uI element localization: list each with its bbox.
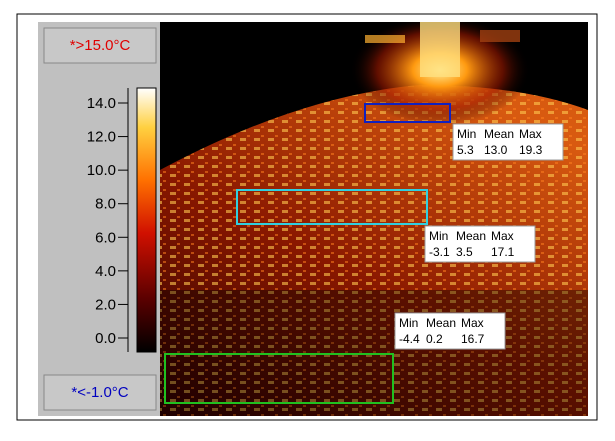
stats-header: Max xyxy=(461,316,484,330)
thermal-image xyxy=(160,15,588,416)
tick-label: 6.0 xyxy=(95,229,116,246)
stats-header: Min xyxy=(399,316,418,330)
stats-header: Mean xyxy=(426,316,456,330)
colorbar xyxy=(137,88,156,352)
stats-header: Mean xyxy=(484,127,514,141)
stats-header: Min xyxy=(457,127,476,141)
tick-label: 4.0 xyxy=(95,263,116,280)
max-label: *>15.0°C xyxy=(70,37,131,54)
min-label: *<-1.0°C xyxy=(71,384,128,401)
stats-value: 16.7 xyxy=(461,332,485,346)
page: {"scale": {"max_label": "*>15.0°C", "min… xyxy=(0,0,615,436)
stats-header: Max xyxy=(491,229,514,243)
stats-value: -4.4 xyxy=(399,332,420,346)
stats-value: 0.2 xyxy=(426,332,443,346)
tick-label: 8.0 xyxy=(95,196,116,213)
stats-header: Max xyxy=(519,127,542,141)
stats-value: 19.3 xyxy=(519,143,543,157)
stats-value: 3.5 xyxy=(456,245,473,259)
stats-value: 5.3 xyxy=(457,143,474,157)
tick-label: 10.0 xyxy=(87,162,116,179)
thermal-viewer: *>15.0°C 14.0 12.0 10.0 8.0 6.0 4.0 2.0 0.0 *<-… xyxy=(0,0,615,436)
stats-value: 17.1 xyxy=(491,245,515,259)
stats-header: Min xyxy=(429,229,448,243)
tick-label: 0.0 xyxy=(95,330,116,347)
stats-header: Mean xyxy=(456,229,486,243)
stats-value: 13.0 xyxy=(484,143,508,157)
tick-label: 12.0 xyxy=(87,129,116,146)
tick-label: 2.0 xyxy=(95,296,116,313)
stats-value: -3.1 xyxy=(429,245,450,259)
tick-label: 14.0 xyxy=(87,95,116,112)
